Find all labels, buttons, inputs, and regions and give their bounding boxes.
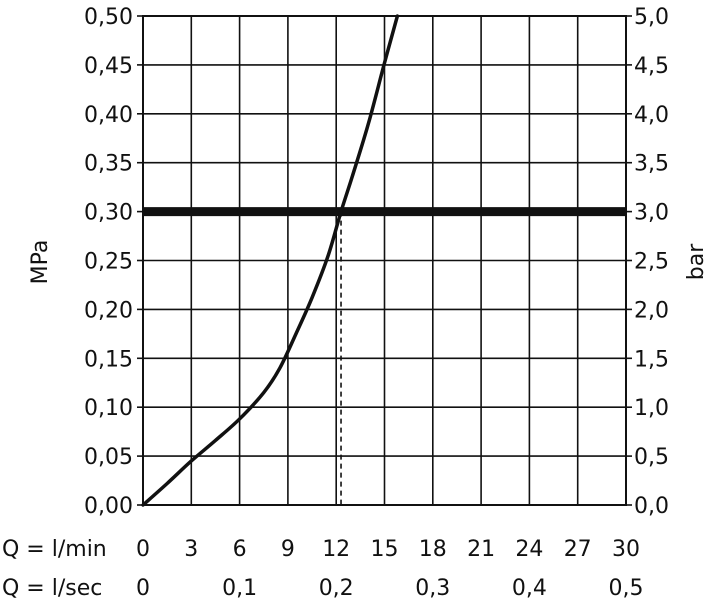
x-axis-label-lsec: Q = l/sec [2,576,102,601]
tick-label-left-0: 0,00 [84,494,133,519]
tick-label-left-8: 0,40 [84,103,133,128]
tick-label-lmin-1: 3 [184,537,198,562]
tick-label-lsec-1: 0,1 [222,576,257,601]
tick-label-lmin-10: 30 [612,537,640,562]
tick-label-right-5: 2,5 [634,250,669,275]
tick-label-lsec-5: 0,5 [609,576,644,601]
tick-label-lsec-2: 0,2 [319,576,354,601]
tick-label-lsec-4: 0,4 [512,576,547,601]
tick-label-lmin-5: 15 [371,537,399,562]
x-axis-label-lmin: Q = l/min [2,537,107,562]
flow-pressure-curve [141,14,400,507]
tick-label-lmin-3: 9 [281,537,295,562]
tick-label-left-10: 0,50 [84,5,133,30]
tick-label-lmin-4: 12 [322,537,350,562]
tick-label-lmin-0: 0 [136,537,150,562]
left-tick-labels: 0,00 0,05 0,10 0,15 0,20 0,25 0,30 0,35 0,40 0,45… [84,5,143,519]
tick-label-left-6: 0,30 [84,201,133,226]
right-tick-labels: 0,0 0,5 1,0 1,5 2,0 2,5 3,0 3,5 4,0 4,5 5,0 [626,5,669,519]
tick-label-right-1: 0,5 [634,445,669,470]
tick-label-lsec-3: 0,3 [415,576,450,601]
tick-label-left-4: 0,20 [84,298,133,323]
tick-label-right-0: 0,0 [634,494,669,519]
tick-label-lmin-7: 21 [467,537,495,562]
x-tick-labels-lsec: 0 0,1 0,2 0,3 0,4 0,5 [136,576,644,601]
tick-label-lmin-2: 6 [233,537,247,562]
tick-label-right-7: 3,5 [634,152,669,177]
tick-label-left-2: 0,10 [84,396,133,421]
tick-label-right-3: 1,5 [634,347,669,372]
tick-label-right-8: 4,0 [634,103,669,128]
tick-label-right-6: 3,0 [634,201,669,226]
tick-label-lmin-8: 24 [515,537,543,562]
tick-label-left-1: 0,05 [84,445,133,470]
tick-label-left-5: 0,25 [84,250,133,275]
tick-label-left-3: 0,15 [84,347,133,372]
y-axis-label-left: MPa [28,240,53,285]
tick-label-right-2: 1,0 [634,396,669,421]
x-tick-labels-lmin: 0 3 6 9 12 15 18 21 24 27 30 [136,537,640,562]
tick-label-left-9: 0,45 [84,54,133,79]
tick-label-lsec-0: 0 [136,576,150,601]
tick-label-right-4: 2,0 [634,298,669,323]
tick-label-right-9: 4,5 [634,54,669,79]
tick-label-left-7: 0,35 [84,152,133,177]
tick-label-lmin-6: 18 [419,537,447,562]
tick-label-lmin-9: 27 [564,537,592,562]
grid-lines [142,15,627,506]
y-axis-label-right: bar [684,243,709,280]
tick-label-right-10: 5,0 [634,5,669,30]
